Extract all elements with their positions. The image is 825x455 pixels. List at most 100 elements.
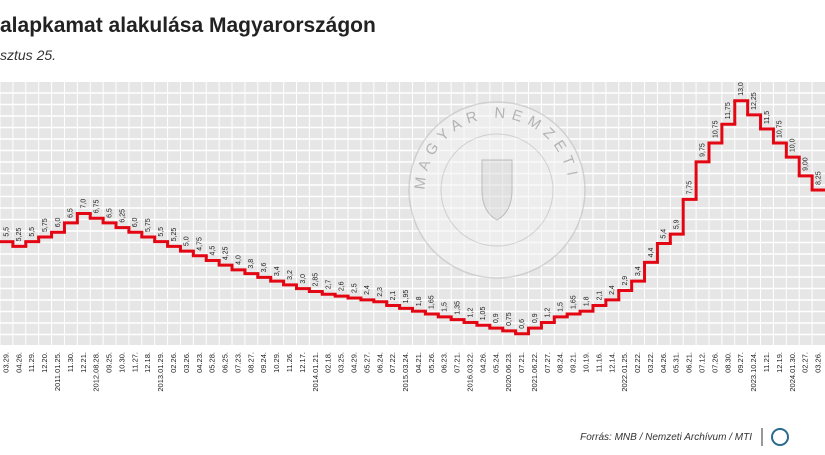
x-tick-label: 04.26.: [478, 352, 487, 373]
value-label: 11,5: [764, 111, 771, 124]
x-tick-label: 11.26.: [285, 352, 294, 372]
value-label: 0,6: [519, 319, 526, 329]
x-tick-label: 04.23.: [195, 352, 204, 373]
x-tick-label: 07.21.: [453, 352, 462, 373]
value-label: 5,4: [661, 229, 668, 239]
value-label: 1,65: [429, 295, 436, 309]
plot: 5,5 03.29. 5,25 04.26. 5,5 11.29. 5,75 12.20. 6,…: [0, 82, 825, 392]
value-label: 4,25: [222, 246, 229, 260]
x-tick-label: 06.23.: [440, 352, 449, 373]
value-label: 11,75: [725, 102, 732, 119]
x-tick-label: 09.24.: [259, 352, 268, 373]
x-tick-label: 12.19.: [775, 352, 784, 373]
value-label: 2,7: [326, 279, 333, 289]
source: Forrás: MNB / Nemzeti Archívum / MTI: [580, 432, 752, 443]
x-tick-label: 12.20.: [40, 352, 49, 373]
value-label: 2,4: [364, 285, 371, 295]
x-tick-label: 07.21.: [517, 352, 526, 373]
value-label: 5,25: [171, 228, 178, 242]
value-label: 7,0: [81, 199, 88, 209]
x-tick-label: 2012.08.28.: [92, 352, 101, 392]
value-label: 5,25: [16, 228, 23, 242]
x-tick-label: 09.25.: [105, 352, 114, 373]
x-tick-label: 12.17.: [298, 352, 307, 373]
value-label: 0,9: [493, 313, 500, 323]
value-label: 8,25: [815, 171, 822, 185]
x-tick-label: 04.26.: [14, 352, 23, 373]
value-label: 1,2: [467, 308, 474, 318]
x-tick-label: 10.29.: [272, 352, 281, 373]
value-label: 5,75: [145, 218, 152, 232]
value-label: 1,35: [454, 301, 461, 315]
chart-title: alapkamat alakulása Magyarországon: [0, 14, 376, 37]
value-label: 9,75: [699, 143, 706, 157]
value-label: 3,8: [248, 259, 255, 269]
x-tick-label: 03.26.: [814, 352, 823, 373]
value-label: 5,0: [184, 236, 191, 246]
value-label: 13,0: [738, 82, 745, 96]
x-tick-label: 09.27.: [736, 352, 745, 373]
value-label: 3,0: [300, 274, 307, 284]
value-label: 2,1: [390, 291, 397, 301]
value-label: 6,25: [119, 209, 126, 223]
value-label: 1,8: [416, 296, 423, 306]
value-label: 4,4: [648, 248, 655, 258]
chart-subtitle: sztus 25.: [0, 47, 56, 63]
x-tick-label: 04.21.: [414, 352, 423, 373]
value-label: 2,5: [351, 283, 358, 293]
value-label: 6,0: [132, 217, 139, 227]
x-tick-label: 04.26.: [659, 352, 668, 373]
value-label: 5,5: [3, 227, 10, 237]
value-label: 1,65: [570, 295, 577, 309]
x-tick-label: 11.21.: [762, 352, 771, 372]
x-tick-label: 05.26.: [427, 352, 436, 373]
value-label: 3,6: [261, 263, 268, 273]
x-tick-label: 11.30.: [66, 352, 75, 372]
x-tick-label: 03.22.: [646, 352, 655, 373]
value-label: 2,1: [596, 291, 603, 301]
x-tick-label: 03.26.: [182, 352, 191, 373]
value-label: 1,05: [480, 307, 487, 321]
value-label: 1,2: [545, 308, 552, 318]
x-tick-label: 07.27.: [543, 352, 552, 373]
x-tick-label: 10.19.: [582, 352, 591, 373]
x-tick-label: 2023.10.24.: [749, 352, 758, 392]
value-label: 10,75: [777, 120, 784, 138]
value-label: 5,9: [674, 219, 681, 229]
x-tick-label: 08.24.: [556, 352, 565, 373]
value-label: 2,9: [622, 276, 629, 286]
x-tick-label: 09.21.: [569, 352, 578, 373]
value-label: 3,4: [274, 266, 281, 276]
value-label: 1,5: [442, 302, 449, 312]
x-tick-label: 06.25.: [221, 352, 230, 373]
x-tick-label: 07.26.: [710, 352, 719, 373]
x-tick-label: 04.29.: [349, 352, 358, 373]
value-label: 2,6: [338, 281, 345, 291]
value-label: 2,85: [313, 273, 320, 287]
x-tick-label: 08.30.: [723, 352, 732, 373]
value-label: 0,75: [506, 312, 513, 326]
seal-shield: [481, 159, 513, 221]
x-tick-label: 05.27.: [362, 352, 371, 373]
value-label: 6,75: [94, 199, 101, 213]
value-label: 3,4: [635, 266, 642, 276]
value-label: 5,5: [158, 227, 165, 237]
x-tick-label: 2013.01.29.: [156, 352, 165, 392]
value-label: 2,3: [377, 287, 384, 297]
x-tick-label: 02.22.: [633, 352, 642, 373]
x-tick-label: 2021.06.22.: [530, 352, 539, 392]
value-label: 2,4: [609, 285, 616, 295]
value-label: 9,00: [803, 157, 810, 171]
x-tick-label: 03.25.: [337, 352, 346, 373]
value-label: 1,5: [558, 302, 565, 312]
x-tick-label: 2016.03.22.: [465, 352, 474, 392]
value-label: 6,5: [106, 208, 113, 218]
x-tick-label: 07.22.: [388, 352, 397, 373]
value-label: 0,9: [532, 313, 539, 323]
value-label: 4,0: [235, 255, 242, 265]
x-tick-label: 06.24.: [375, 352, 384, 373]
value-label: 3,2: [287, 270, 294, 280]
x-tick-label: 2011.01.25.: [53, 352, 62, 391]
